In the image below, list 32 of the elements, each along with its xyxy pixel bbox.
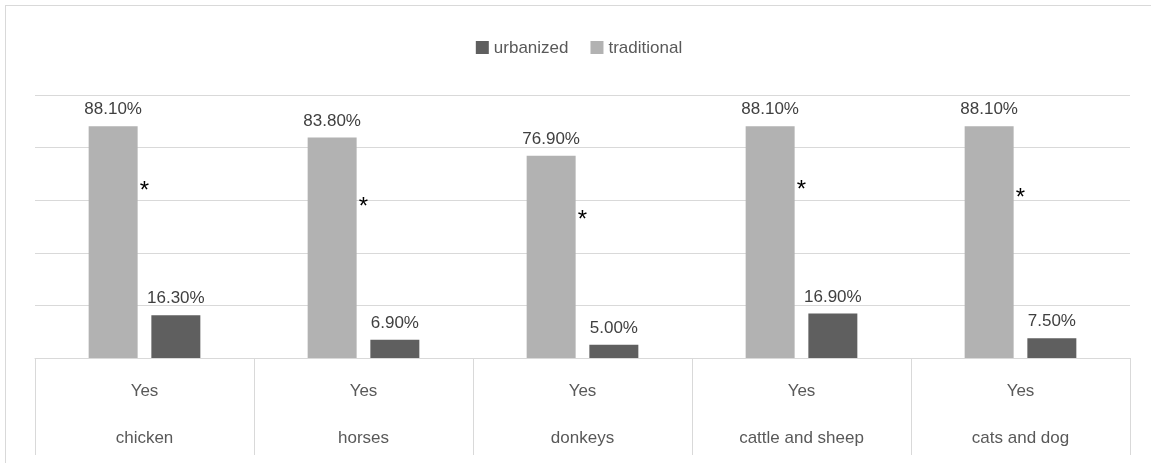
annotation: * (577, 205, 588, 233)
data-label: 6.90% (370, 312, 419, 332)
bar (1027, 338, 1077, 358)
bar (307, 137, 357, 358)
bar (370, 339, 420, 358)
category-label: Yes donkeys (550, 381, 615, 447)
bar (808, 313, 858, 358)
bar (88, 126, 138, 358)
category-label: Yes chicken (115, 381, 174, 447)
category-label: Yes cattle and sheep (739, 381, 864, 447)
legend-label: traditional (608, 38, 683, 57)
data-label: 7.50% (1027, 311, 1076, 331)
data-label: 76.90% (522, 128, 580, 148)
data-label: 88.10% (741, 99, 799, 119)
category-label: Yes horses (337, 381, 390, 447)
annotation: * (139, 175, 150, 203)
data-label: 16.30% (147, 288, 205, 308)
bar (589, 344, 639, 358)
data-label: 88.10% (84, 99, 142, 119)
category-label: Yes cats and dog (971, 381, 1070, 447)
data-label: 16.90% (804, 286, 862, 306)
annotation: * (1015, 183, 1026, 211)
bar (964, 126, 1014, 358)
data-label: 5.00% (589, 317, 638, 337)
data-label: 88.10% (960, 99, 1018, 119)
annotation: * (358, 191, 369, 219)
bar (151, 315, 201, 358)
data-label: 83.80% (303, 110, 361, 130)
annotation: * (796, 175, 807, 203)
legend-label: urbanized (493, 38, 569, 57)
bar (745, 126, 795, 358)
bar (526, 155, 576, 358)
